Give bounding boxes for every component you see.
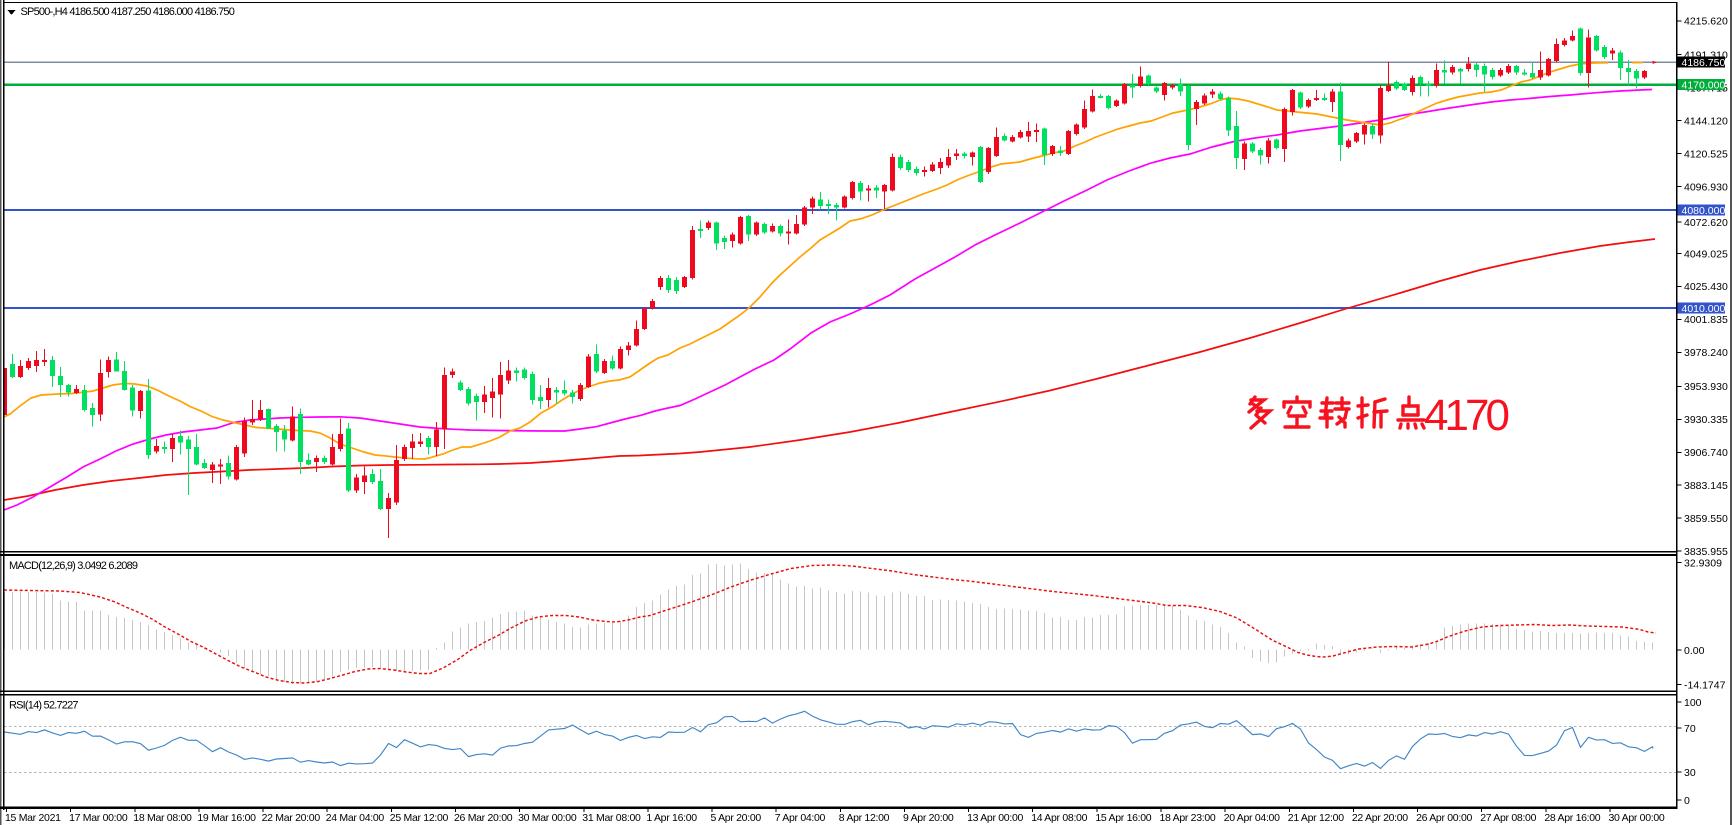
svg-text:24 Mar 04:00: 24 Mar 04:00 [326,812,385,824]
svg-text:7 Apr 04:00: 7 Apr 04:00 [775,812,826,824]
svg-text:4170: 4170 [1424,391,1510,440]
svg-text:4170.000: 4170.000 [1682,79,1726,91]
svg-text:26 Apr 00:00: 26 Apr 00:00 [1416,812,1472,824]
svg-text:27 Apr 08:00: 27 Apr 08:00 [1480,812,1536,824]
svg-text:4215.620: 4215.620 [1684,16,1728,28]
svg-text:31 Mar 08:00: 31 Mar 08:00 [582,812,641,824]
svg-text:4144.120: 4144.120 [1684,115,1728,127]
svg-text:4049.025: 4049.025 [1684,248,1728,260]
svg-text:100: 100 [1684,697,1702,709]
svg-text:8 Apr 12:00: 8 Apr 12:00 [839,812,890,824]
svg-text:13 Apr 00:00: 13 Apr 00:00 [967,812,1023,824]
svg-text:3978.240: 3978.240 [1684,347,1728,359]
svg-text:14 Apr 08:00: 14 Apr 08:00 [1031,812,1087,824]
svg-text:22 Mar 20:00: 22 Mar 20:00 [262,812,321,824]
svg-text:0.00: 0.00 [1684,645,1705,657]
svg-text:26 Mar 20:00: 26 Mar 20:00 [454,812,513,824]
svg-text:32.9309: 32.9309 [1684,557,1722,569]
svg-text:1 Apr 16:00: 1 Apr 16:00 [646,812,697,824]
svg-text:30 Apr 00:00: 30 Apr 00:00 [1609,812,1665,824]
svg-text:19 Mar 16:00: 19 Mar 16:00 [197,812,256,824]
svg-text:0: 0 [1684,795,1690,807]
svg-text:3859.550: 3859.550 [1684,513,1728,525]
svg-text:9 Apr 20:00: 9 Apr 20:00 [903,812,954,824]
svg-text:4072.620: 4072.620 [1684,217,1728,229]
svg-text:SP500-,H4 4186.500 4187.250 4: SP500-,H4 4186.500 4187.250 4186.000 418… [21,6,235,18]
svg-text:3953.930: 3953.930 [1684,381,1728,393]
svg-text:18 Apr 23:00: 18 Apr 23:00 [1160,812,1216,824]
svg-text:3835.955: 3835.955 [1684,546,1728,558]
svg-text:4010.000: 4010.000 [1682,303,1726,315]
svg-text:17 Mar 00:00: 17 Mar 00:00 [69,812,128,824]
svg-text:70: 70 [1684,723,1696,735]
svg-text:18 Mar 08:00: 18 Mar 08:00 [133,812,192,824]
svg-text:30: 30 [1684,767,1696,779]
svg-text:4120.525: 4120.525 [1684,148,1728,160]
svg-text:4025.430: 4025.430 [1684,281,1728,293]
svg-text:22 Apr 20:00: 22 Apr 20:00 [1352,812,1408,824]
svg-text:3906.740: 3906.740 [1684,447,1728,459]
svg-text:RSI(14) 52.7227: RSI(14) 52.7227 [9,700,78,712]
svg-text:15 Apr 16:00: 15 Apr 16:00 [1095,812,1151,824]
svg-text:3930.335: 3930.335 [1684,414,1728,426]
svg-text:15 Mar 2021: 15 Mar 2021 [5,812,61,824]
svg-text:4186.750: 4186.750 [1682,57,1726,69]
svg-text:4096.930: 4096.930 [1684,181,1728,193]
svg-text:20 Apr 04:00: 20 Apr 04:00 [1224,812,1280,824]
svg-text:4001.835: 4001.835 [1684,314,1728,326]
svg-text:21 Apr 12:00: 21 Apr 12:00 [1288,812,1344,824]
svg-text:25 Mar 12:00: 25 Mar 12:00 [390,812,449,824]
svg-text:3883.145: 3883.145 [1684,480,1728,492]
svg-text:4080.000: 4080.000 [1682,205,1726,217]
svg-text:28 Apr 16:00: 28 Apr 16:00 [1544,812,1600,824]
svg-text:30 Mar 00:00: 30 Mar 00:00 [518,812,577,824]
svg-text:5 Apr 20:00: 5 Apr 20:00 [711,812,762,824]
svg-text:MACD(12,26,9) 3.0492 6.2089: MACD(12,26,9) 3.0492 6.2089 [9,560,138,572]
svg-text:-14.1747: -14.1747 [1684,679,1726,691]
